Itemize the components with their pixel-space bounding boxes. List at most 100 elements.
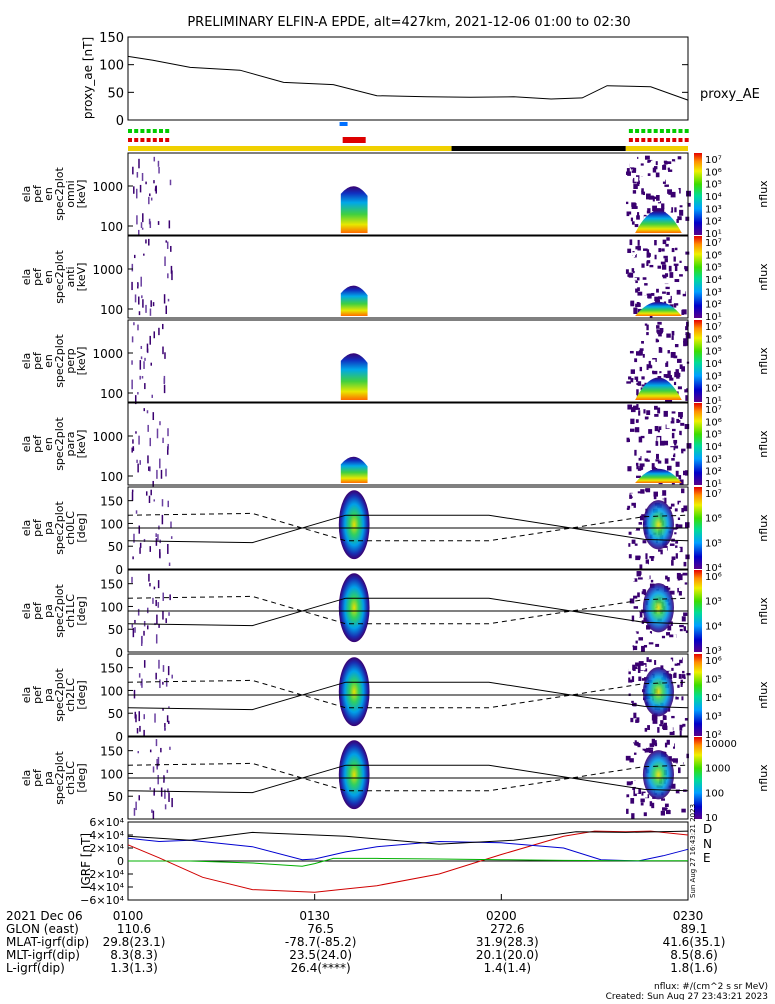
noise-mark xyxy=(637,813,642,819)
spectrogram-frame xyxy=(127,653,689,737)
science-zone-mark xyxy=(678,138,683,142)
noise-mark xyxy=(677,386,682,390)
noise-mark xyxy=(137,463,139,473)
noise-mark xyxy=(155,739,158,747)
fast-survey-mark xyxy=(653,129,658,133)
noise-mark xyxy=(676,572,681,579)
noise-mark xyxy=(638,436,643,443)
plot-title: PRELIMINARY ELFIN-A EPDE, alt=427km, 202… xyxy=(187,15,630,30)
noise-mark xyxy=(132,556,134,560)
noise-mark xyxy=(685,216,690,221)
noise-mark xyxy=(661,798,666,801)
spectrogram-frame xyxy=(127,569,689,653)
noise-mark xyxy=(635,719,639,723)
noise-mark xyxy=(643,248,648,251)
noise-mark xyxy=(670,256,673,259)
science-zone-mark xyxy=(165,138,170,142)
color-bar-tick-label: 10⁴ xyxy=(705,192,722,203)
color-bar-tick-label: 10⁶ xyxy=(705,656,722,667)
noise-mark xyxy=(681,331,686,335)
noise-mark xyxy=(635,640,638,644)
ephemeris-value: 8.3(8.3) xyxy=(110,948,158,962)
noise-mark xyxy=(665,361,669,367)
noise-mark xyxy=(636,788,642,795)
noise-mark xyxy=(681,507,684,513)
noise-mark xyxy=(674,155,678,160)
noise-mark xyxy=(669,368,672,372)
noise-mark xyxy=(669,452,674,455)
noise-mark xyxy=(627,466,632,472)
noise-mark xyxy=(158,623,160,628)
noise-mark xyxy=(170,245,172,252)
noise-mark xyxy=(628,667,633,672)
noise-mark xyxy=(663,461,669,467)
noise-mark xyxy=(146,607,149,614)
science-zone-mark xyxy=(140,138,145,142)
noise-mark xyxy=(167,443,169,450)
noise-mark xyxy=(655,440,659,446)
noise-mark xyxy=(679,416,683,419)
noise-mark xyxy=(637,496,641,500)
noise-mark xyxy=(167,788,169,793)
noise-mark xyxy=(637,381,642,386)
noise-mark xyxy=(642,277,647,280)
noise-mark xyxy=(631,460,635,464)
noise-mark xyxy=(137,608,140,616)
spectrogram-ytick-label: 100 xyxy=(100,767,123,781)
fast-survey-mark xyxy=(165,129,170,133)
noise-mark xyxy=(684,717,688,721)
noise-mark xyxy=(162,437,164,444)
noise-mark xyxy=(143,729,145,738)
noise-mark xyxy=(626,493,631,499)
noise-mark xyxy=(634,156,638,160)
noise-mark xyxy=(627,787,631,792)
noise-mark xyxy=(648,360,651,367)
noise-mark xyxy=(643,812,647,817)
noise-mark xyxy=(677,517,681,521)
burst-spectrum xyxy=(340,285,368,316)
noise-mark xyxy=(157,534,159,541)
noise-mark xyxy=(140,681,142,686)
noise-mark xyxy=(666,642,672,647)
spectrogram-ytick-label: 100 xyxy=(100,387,123,401)
color-bar-label: nflux xyxy=(757,263,770,291)
noise-mark xyxy=(684,388,688,393)
spectrogram-ylabel-line: pef xyxy=(31,351,44,370)
time-tick-label: 0100 xyxy=(113,909,144,923)
noise-mark xyxy=(676,218,679,223)
eclipse-bar xyxy=(451,146,626,151)
noise-mark xyxy=(635,303,639,308)
noise-mark xyxy=(156,766,158,770)
noise-mark xyxy=(630,407,636,413)
noise-mark xyxy=(664,742,668,748)
noise-mark xyxy=(139,725,141,732)
noise-mark xyxy=(638,350,643,356)
noise-mark xyxy=(670,207,674,213)
noise-mark xyxy=(651,154,656,159)
noise-mark xyxy=(636,463,639,470)
noise-mark xyxy=(630,369,635,374)
noise-mark xyxy=(671,556,676,560)
noise-mark xyxy=(677,657,683,662)
noise-mark xyxy=(159,679,161,689)
spectrogram-ylabel-line: en xyxy=(42,354,55,368)
noise-mark xyxy=(169,594,171,601)
noise-mark xyxy=(134,395,137,405)
spectrogram-ylabel-line: ela xyxy=(20,436,33,453)
noise-mark xyxy=(150,197,153,201)
color-bar-label: nflux xyxy=(757,430,770,458)
color-bar-tick-label: 10⁶ xyxy=(705,334,722,345)
noise-mark xyxy=(138,525,141,534)
noise-mark xyxy=(681,808,686,813)
color-bar-tick-label: 10⁵ xyxy=(705,538,722,549)
noise-mark xyxy=(666,465,672,471)
noise-mark xyxy=(633,578,638,582)
color-bar xyxy=(694,654,702,736)
noise-mark xyxy=(141,635,143,644)
noise-mark xyxy=(677,419,681,423)
color-bar-tick-label: 10² xyxy=(705,730,722,741)
noise-mark xyxy=(149,546,152,552)
noise-mark xyxy=(647,725,650,730)
igrf-ytick-label: 6×10⁴ xyxy=(89,816,124,829)
